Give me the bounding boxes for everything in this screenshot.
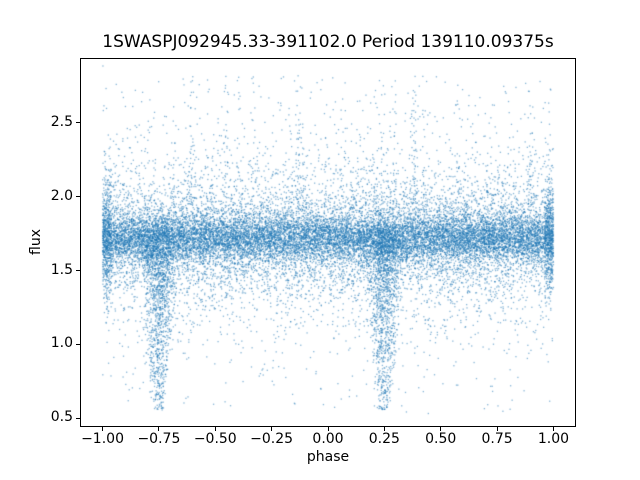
scatter-plot-canvas: [80, 58, 576, 427]
x-tick-mark: [102, 427, 104, 431]
x-tick-mark: [496, 427, 498, 431]
y-tick-label: 1.5: [50, 261, 73, 278]
y-tick-label: 2.0: [50, 187, 73, 204]
x-tick-mark: [158, 427, 160, 431]
y-tick-label: 0.5: [50, 409, 73, 426]
x-tick-label: 1.00: [537, 431, 570, 447]
x-tick-mark: [214, 427, 216, 431]
x-tick-mark: [271, 427, 273, 431]
x-tick-label: −0.25: [250, 431, 294, 447]
x-tick-mark: [552, 427, 554, 431]
x-tick-label: 0.00: [312, 431, 344, 447]
y-tick-label: 1.0: [50, 335, 73, 352]
x-tick-label: −0.50: [193, 431, 237, 447]
y-tick-mark: [76, 196, 80, 198]
chart-title: 1SWASPJ092945.33-391102.0 Period 139110.…: [102, 32, 554, 52]
y-tick-mark: [76, 270, 80, 272]
x-tick-label: 0.75: [481, 431, 513, 447]
x-tick-label: 0.50: [425, 431, 457, 447]
y-axis-label: flux: [28, 229, 44, 255]
x-tick-mark: [327, 427, 329, 431]
y-tick-mark: [76, 343, 80, 345]
y-tick-mark: [76, 122, 80, 124]
x-tick-label: −1.00: [81, 431, 124, 447]
x-axis-label: phase: [306, 449, 350, 465]
x-tick-label: −0.75: [137, 431, 181, 447]
x-tick-mark: [383, 427, 385, 431]
y-tick-mark: [76, 417, 80, 419]
y-tick-label: 2.5: [50, 113, 73, 130]
x-tick-mark: [440, 427, 442, 431]
x-tick-label: 0.25: [368, 431, 400, 447]
